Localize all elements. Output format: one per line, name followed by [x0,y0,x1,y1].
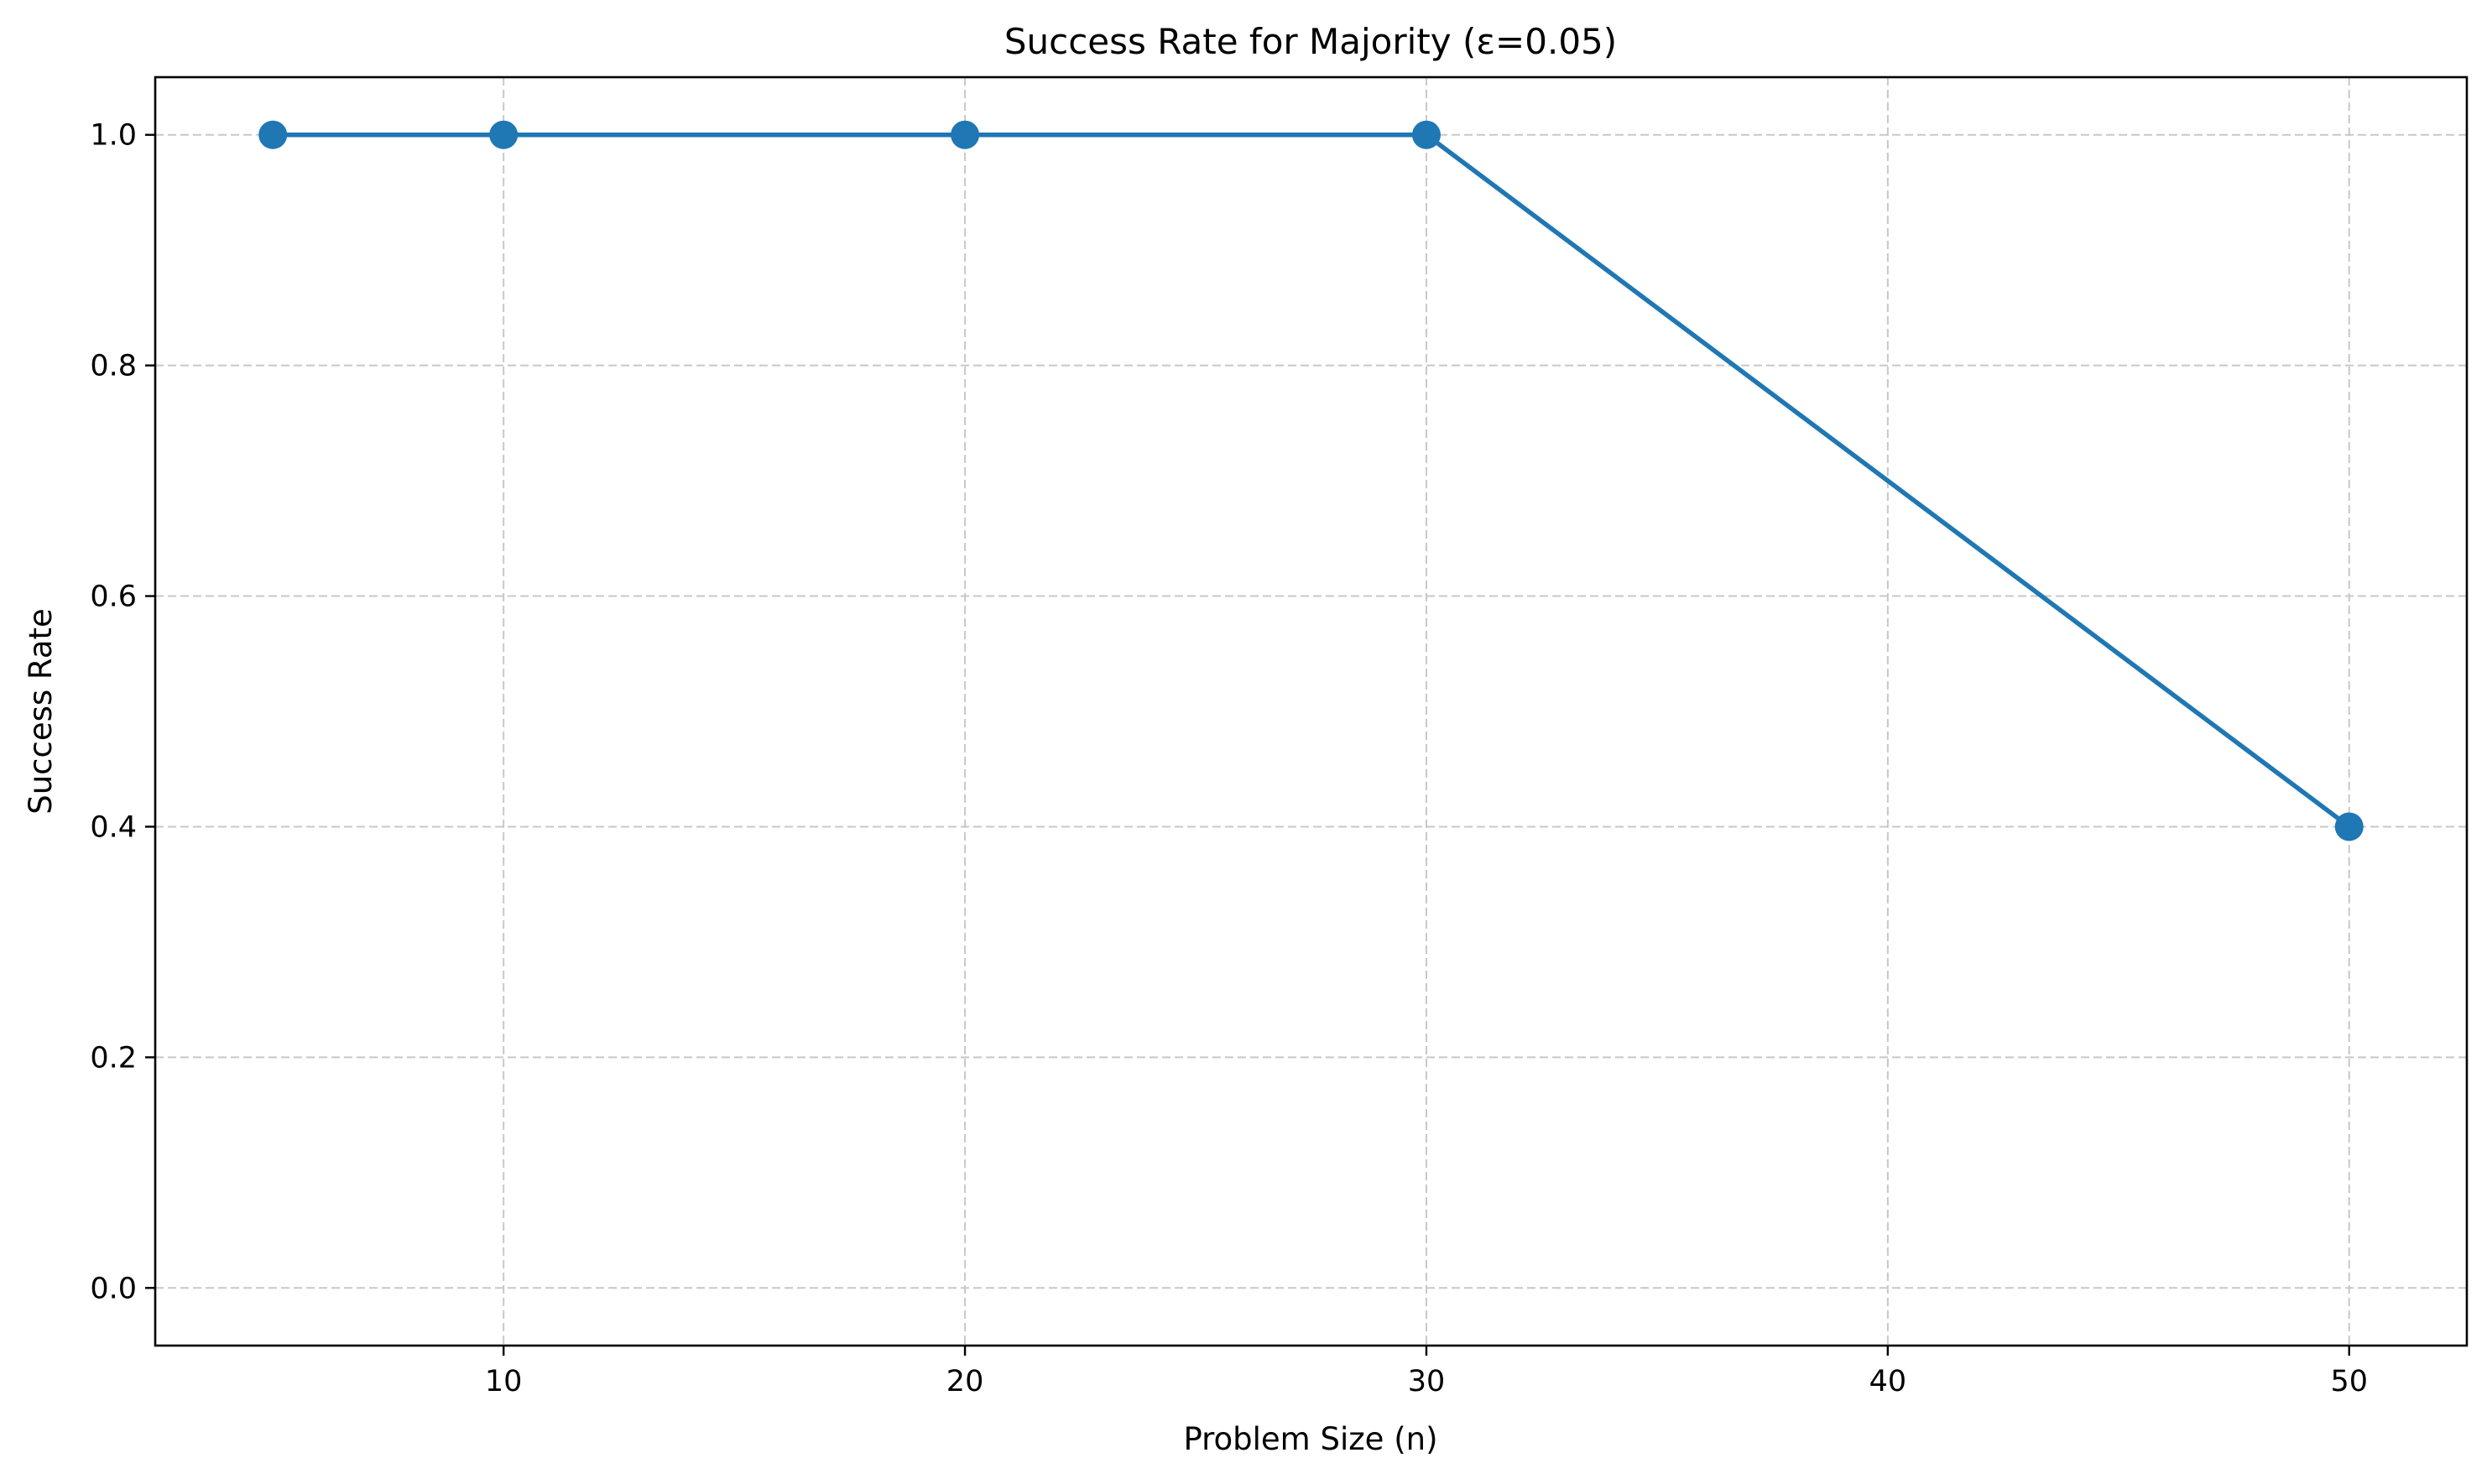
y-tick-label: 0.0 [90,1272,137,1305]
chart-title: Success Rate for Majority (ε=0.05) [1004,21,1617,62]
x-tick-label: 30 [1408,1365,1446,1398]
data-point [258,120,288,149]
y-tick-label: 0.2 [90,1041,137,1075]
grid-layer [155,77,2467,1346]
y-tick-label: 0.4 [90,810,137,844]
data-point [951,120,980,149]
x-tick-label: 20 [946,1365,984,1398]
x-tick-label: 50 [2331,1365,2369,1398]
x-tick-label: 40 [1869,1365,1907,1398]
data-point [1411,120,1441,149]
plot-frame [154,76,2469,1347]
y-tick-label: 0.8 [90,350,137,383]
data-point [489,120,519,149]
series-layer [258,120,2364,841]
y-tick-label: 0.6 [90,581,137,614]
y-tick-label: 1.0 [90,119,137,153]
series-line [270,132,2352,830]
x-axis-label: Problem Size (n) [1183,1421,1437,1457]
data-point [2334,812,2364,841]
tick-layer: 10 20 30 40 50 0.0 0.2 0.4 0.6 0.8 1.0 [90,119,2368,1398]
y-axis-label: Success Rate [23,608,59,815]
x-tick-label: 10 [485,1365,523,1398]
